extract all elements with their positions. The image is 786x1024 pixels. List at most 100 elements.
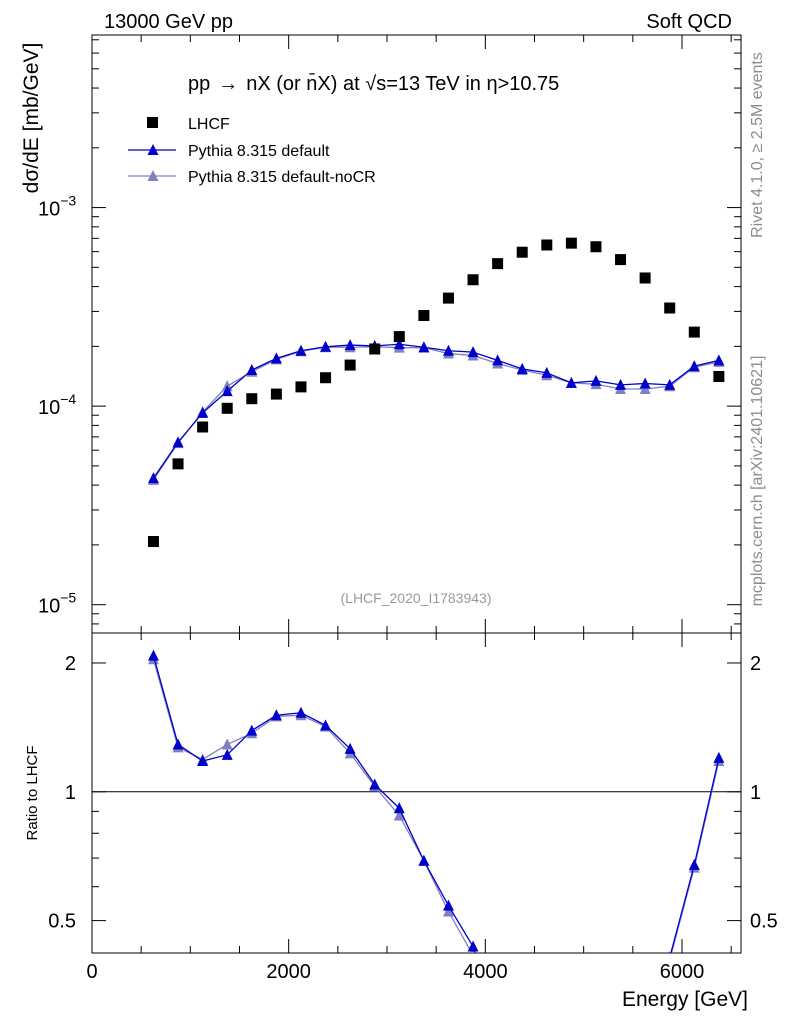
main-y-tick-label: 10−4 (38, 391, 76, 419)
main-lhcf-point (147, 536, 159, 548)
main-title: pp→nX (or n̄X) at √s=13 TeV in η>10.75 (188, 72, 559, 95)
ratio-panel-frame (91, 632, 742, 954)
ratio-default-point (270, 709, 282, 721)
main-default-point (393, 338, 405, 350)
main-default-point (615, 378, 627, 390)
ratio-default-line (670, 757, 720, 953)
header-left: 13000 GeV pp (104, 11, 233, 33)
main-default-point (270, 352, 282, 364)
main-default-point (516, 362, 528, 374)
main-lhcf-point (565, 237, 577, 249)
ratio-plot-area (147, 649, 725, 953)
main-series-default (147, 338, 725, 484)
ratio-series-default (147, 649, 725, 953)
main-default-line (152, 343, 720, 479)
main-lhcf-point (295, 381, 307, 393)
legend: LHCF Pythia 8.315 default Pythia 8.315 d… (128, 116, 376, 186)
ratio-default-point (197, 755, 209, 767)
ratio-default-point (344, 742, 356, 754)
main-series-lhcf (147, 237, 725, 548)
main-default-point (295, 344, 307, 356)
ratio-nocr-line (152, 659, 473, 953)
main-default-point (639, 377, 651, 389)
main-lhcf-point (541, 239, 553, 251)
main-lhcf-point (344, 359, 356, 371)
main-lhcf-point (664, 302, 676, 314)
main-default-point (688, 360, 700, 372)
x-tick-label: 0 (86, 961, 97, 983)
main-default-point (147, 472, 159, 484)
ratio-default-point (442, 899, 454, 911)
legend-default-marker (147, 144, 159, 155)
header-right: Soft QCD (646, 11, 732, 33)
main-lhcf-point (320, 372, 332, 384)
main-nocr-line (152, 346, 720, 481)
main-lhcf-point (270, 388, 282, 400)
main-lhcf-point (197, 421, 209, 433)
main-lhcf-point (615, 254, 627, 266)
ratio-y-tick-label: 2 (65, 653, 76, 675)
main-lhcf-point (172, 458, 184, 470)
main-default-point (442, 344, 454, 356)
main-lhcf-point (442, 292, 454, 304)
ratio-default-point (467, 940, 479, 952)
main-default-point (246, 364, 258, 376)
main-default-point (467, 346, 479, 358)
main-default-point (590, 374, 602, 386)
main-lhcf-point (688, 326, 700, 338)
ratio-nocr-point (442, 905, 454, 917)
ratio-x-axis: 0 2000 4000 6000 (86, 633, 732, 983)
main-y-tick-label: 10−5 (38, 590, 76, 618)
ratio-default-line (152, 655, 476, 953)
main-lhcf-point (492, 258, 504, 270)
x-tick-label: 4000 (463, 961, 508, 983)
main-series-nocr (147, 340, 725, 485)
x-tick-label: 6000 (660, 961, 705, 983)
mcplots-label: mcplots.cern.ch [arXiv:2401.10621] (749, 356, 766, 607)
main-default-point (713, 354, 725, 366)
main-y-label: dσ/dE [mb/GeV] (20, 43, 43, 194)
ratio-y-tick-label-right: 2 (750, 653, 761, 675)
ratio-y-tick-label-right: 1 (750, 782, 761, 804)
ratio-default-point (295, 706, 307, 718)
main-default-point (197, 406, 209, 418)
ratio-nocr-point (393, 809, 405, 821)
main-y-tick-label: 10−3 (38, 193, 76, 221)
ratio-y-axis: 0.5 0.5 1 1 2 2 (48, 653, 778, 933)
main-lhcf-point (393, 331, 405, 343)
x-axis-label: Energy [GeV] (622, 988, 748, 1011)
ratio-default-point (418, 854, 430, 866)
main-lhcf-point (590, 241, 602, 253)
legend-lhcf-label: LHCF (188, 116, 230, 133)
main-default-point (172, 436, 184, 448)
main-lhcf-point (221, 402, 233, 414)
ratio-default-point (688, 858, 700, 870)
x-tick-label: 2000 (266, 961, 311, 983)
main-default-point (492, 354, 504, 366)
main-lhcf-point (713, 371, 725, 383)
ratio-default-point (668, 951, 671, 953)
ratio-default-point (147, 649, 159, 661)
main-lhcf-point (369, 343, 381, 355)
ratio-default-point (713, 751, 725, 763)
ratio-default-point (221, 748, 233, 760)
main-default-point (664, 378, 676, 390)
legend-nocr-label: Pythia 8.315 default-noCR (188, 169, 376, 186)
ratio-series-nocr (147, 653, 725, 953)
legend-default-label: Pythia 8.315 default (188, 143, 330, 160)
ratio-y-tick-label-right: 0.5 (750, 911, 778, 933)
ratio-default-point (246, 724, 258, 736)
main-default-point (565, 376, 577, 388)
main-default-point (541, 366, 553, 378)
ratio-y-label: Ratio to LHCF (24, 745, 41, 840)
main-lhcf-point (418, 310, 430, 322)
main-default-point (418, 341, 430, 353)
ratio-default-point (393, 802, 405, 814)
main-y-axis: 10−5 10−4 10−3 (38, 39, 741, 625)
main-default-point (344, 339, 356, 351)
main-x-ticks (91, 35, 732, 633)
ratio-nocr-point (221, 738, 233, 750)
legend-lhcf-marker (147, 117, 158, 128)
legend-nocr-marker (147, 170, 159, 181)
